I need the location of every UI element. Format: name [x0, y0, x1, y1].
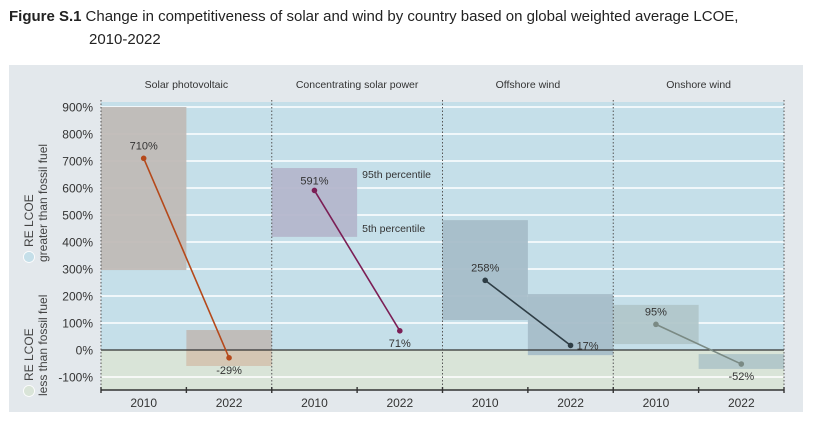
y-tick-label: 700%: [62, 155, 93, 169]
data-point: [311, 187, 318, 194]
series-line: [655, 323, 742, 365]
percentile-box: [442, 220, 528, 321]
data-label: 95%: [645, 306, 667, 318]
legend-label-line2: less than fossil fuel: [36, 295, 50, 396]
x-tick-label: 2010: [301, 396, 328, 410]
y-tick-label: -100%: [58, 371, 93, 385]
data-point: [567, 342, 574, 349]
panel-title: Solar photovoltaic: [145, 79, 228, 91]
data-label: -29%: [216, 365, 242, 377]
figure-label: Figure S.1: [9, 8, 82, 25]
panel-title: Onshore wind: [666, 79, 731, 91]
annotation-5th-percentile: 5th percentile: [362, 223, 425, 235]
data-label: 71%: [389, 338, 411, 350]
y-tick-label: 500%: [62, 209, 93, 223]
y-tick-label: 300%: [62, 263, 93, 277]
panel-title: Offshore wind: [496, 79, 561, 91]
data-label: 17%: [577, 340, 599, 352]
x-tick-label: 2022: [728, 396, 755, 410]
data-point: [226, 355, 232, 361]
x-tick-label: 2022: [557, 396, 584, 410]
legend-label-line1: RE LCOE: [22, 328, 36, 381]
x-tick-label: 2010: [130, 396, 157, 410]
legend-less-than-fossil: RE LCOE less than fossil fuel: [22, 295, 50, 397]
data-point: [397, 328, 403, 334]
y-tick-label: 100%: [62, 317, 93, 331]
y-tick-label: 400%: [62, 236, 93, 250]
data-label: -52%: [728, 371, 754, 383]
data-label: 710%: [130, 140, 158, 152]
series-line: [142, 157, 230, 359]
data-label: 258%: [471, 262, 499, 274]
data-point: [140, 155, 147, 162]
series-line: [313, 190, 401, 332]
data-label: 591%: [300, 175, 328, 187]
y-tick-label: 800%: [62, 128, 93, 142]
data-point: [482, 277, 488, 284]
y-tick-label: 600%: [62, 182, 93, 196]
y-tick-label: 0%: [76, 344, 94, 358]
data-point: [738, 361, 745, 367]
y-tick-label: 900%: [62, 101, 93, 115]
percentile-box: [101, 107, 187, 271]
figure-title-line1: Change in competitiveness of solar and w…: [85, 8, 739, 25]
legend-greater-than-fossil: RE LCOE greater than fossil fuel: [22, 144, 50, 263]
x-tick-label: 2010: [643, 396, 670, 410]
annotation-95th-percentile: 95th percentile: [362, 169, 431, 181]
legend-swatch: [23, 385, 35, 397]
panel-title: Concentrating solar power: [296, 79, 419, 91]
data-point: [653, 321, 659, 328]
y-tick-label: 200%: [62, 290, 93, 304]
legend-label-line1: RE LCOE: [22, 194, 36, 247]
figure-title-line2: 2010-2022: [89, 31, 161, 48]
x-tick-label: 2022: [216, 396, 243, 410]
x-tick-label: 2010: [472, 396, 499, 410]
legend-swatch: [23, 251, 35, 263]
legend-label-line2: greater than fossil fuel: [36, 144, 50, 262]
series-line: [484, 279, 572, 347]
percentile-box: [271, 168, 358, 237]
x-tick-label: 2022: [386, 396, 413, 410]
